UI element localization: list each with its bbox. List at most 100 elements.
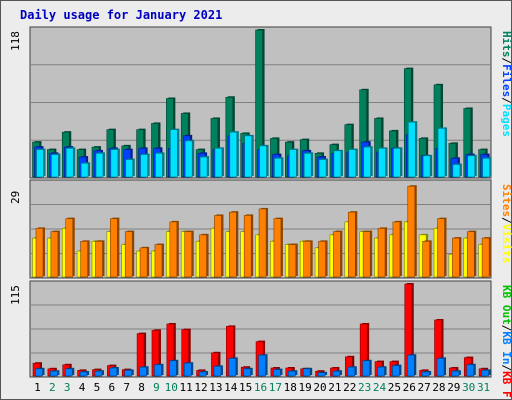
x-tick-label: 2 bbox=[49, 381, 56, 394]
bar-pages bbox=[229, 131, 239, 178]
bar-pages bbox=[214, 147, 224, 178]
bar-pages bbox=[110, 148, 120, 178]
bar-pages-face bbox=[155, 153, 163, 178]
bar-kb-in bbox=[154, 363, 164, 377]
bar-sites-face bbox=[154, 244, 163, 278]
legend: Hits/Files/Pages bbox=[500, 31, 512, 137]
bar-sites bbox=[124, 230, 135, 278]
x-tick-label: 28 bbox=[432, 381, 445, 394]
y-max-label: 115 bbox=[9, 285, 22, 305]
bar-sites bbox=[169, 220, 179, 278]
bar-kb-in bbox=[466, 363, 476, 377]
bar-pages-face bbox=[214, 148, 223, 178]
bar-pages bbox=[348, 148, 358, 178]
bar-kb-in-face bbox=[183, 362, 192, 377]
legend-visits: Visits bbox=[500, 224, 512, 264]
bar-kb-in bbox=[50, 370, 60, 377]
bar-pages-face bbox=[125, 159, 134, 178]
bar-sites bbox=[347, 211, 358, 278]
bar-sites bbox=[422, 240, 432, 278]
bar-sites bbox=[139, 246, 150, 278]
bar-pages-face bbox=[333, 150, 342, 178]
x-tick-label: 6 bbox=[108, 381, 115, 394]
bar-pages bbox=[155, 152, 165, 178]
x-tick-label: 26 bbox=[403, 381, 416, 394]
bar-pages-face bbox=[289, 149, 297, 178]
chart-title: Daily usage for January 2021 bbox=[20, 8, 222, 22]
bar-kb-in bbox=[35, 367, 45, 377]
legend-separator: / bbox=[500, 217, 512, 224]
bar-pages-face bbox=[244, 135, 252, 178]
bar-sites-face bbox=[214, 215, 222, 278]
bar-kb-in bbox=[362, 359, 372, 377]
bar-kb-in bbox=[124, 369, 134, 377]
bar-kb-in-face bbox=[347, 366, 356, 377]
bar-sites bbox=[184, 230, 194, 278]
legend-separator: / bbox=[500, 97, 512, 104]
x-tick-label: 4 bbox=[79, 381, 86, 394]
bar-sites-face bbox=[407, 185, 416, 278]
bar-pages-face bbox=[184, 140, 193, 178]
bar-pages bbox=[170, 128, 180, 178]
bar-kb-in-face bbox=[139, 366, 147, 377]
x-tick-label: 22 bbox=[343, 381, 356, 394]
legend-separator: / bbox=[500, 58, 512, 65]
legend-kb-f: KB F bbox=[500, 371, 512, 398]
x-tick-label: 5 bbox=[94, 381, 101, 394]
bar-kb-in bbox=[198, 371, 209, 377]
bar-sites bbox=[199, 233, 209, 278]
x-tick-label: 19 bbox=[298, 381, 311, 394]
bar-pages-face bbox=[452, 164, 461, 178]
bar-kb-in-face bbox=[50, 370, 58, 377]
bar-sites bbox=[481, 237, 492, 278]
bar-kb-in bbox=[243, 367, 253, 377]
bar-pages bbox=[274, 157, 284, 178]
bar-sites-face bbox=[184, 231, 193, 278]
panel-kbytes: 115 KB Out/KB In/KB F bbox=[9, 280, 512, 398]
legend-pages: Pages bbox=[500, 104, 512, 137]
bar-kb-in bbox=[436, 357, 447, 377]
bar-pages bbox=[437, 127, 448, 178]
bar-pages bbox=[95, 152, 105, 178]
bar-kb-in-face bbox=[317, 372, 326, 377]
bar-kb-in bbox=[169, 359, 179, 377]
bar-sites-face bbox=[466, 231, 475, 278]
bar-pages-face bbox=[482, 158, 490, 178]
bar-kb-in-face bbox=[406, 354, 415, 377]
x-axis-labels: 1 2 3 4 5 6 7 8 9 10 11 12 13 14 15 16 17 18 19 20 21 22 23 24 2… bbox=[34, 381, 490, 394]
legend-sites: Sites bbox=[500, 184, 512, 217]
bar-kb-in bbox=[377, 366, 387, 377]
bar-kb-in bbox=[406, 354, 417, 377]
bar-sites bbox=[214, 214, 224, 278]
bar-pages bbox=[452, 163, 462, 178]
bar-kb-in-face bbox=[94, 370, 103, 377]
bar-kb-in-face bbox=[273, 369, 281, 377]
bar-sites bbox=[392, 220, 402, 278]
x-tick-label: 15 bbox=[239, 381, 252, 394]
bar-kb-in bbox=[139, 366, 149, 377]
legend-kb-in: KB In bbox=[500, 331, 512, 364]
bar-sites bbox=[303, 240, 313, 278]
bar-pages bbox=[378, 147, 388, 178]
bar-sites bbox=[452, 237, 462, 278]
bar-sites-face bbox=[258, 208, 267, 278]
bar-pages bbox=[184, 139, 195, 178]
bar-kb-in bbox=[228, 357, 238, 377]
bar-kb-in bbox=[481, 369, 491, 377]
x-tick-label: 9 bbox=[153, 381, 160, 394]
bar-sites bbox=[110, 217, 120, 278]
bar-pages-face bbox=[467, 155, 476, 178]
bar-kb-in bbox=[302, 367, 313, 377]
x-tick-label: 11 bbox=[180, 381, 193, 394]
bar-pages-face bbox=[407, 121, 416, 178]
bar-sites-face bbox=[481, 237, 490, 278]
bar-sites-face bbox=[80, 241, 88, 278]
bar-kb-in-face bbox=[436, 358, 445, 377]
bar-pages-face bbox=[393, 148, 401, 178]
bar-pages-face bbox=[110, 149, 119, 178]
bar-kb-in-face bbox=[362, 360, 370, 377]
bar-pages bbox=[422, 154, 433, 178]
bar-pages-face bbox=[229, 131, 238, 178]
